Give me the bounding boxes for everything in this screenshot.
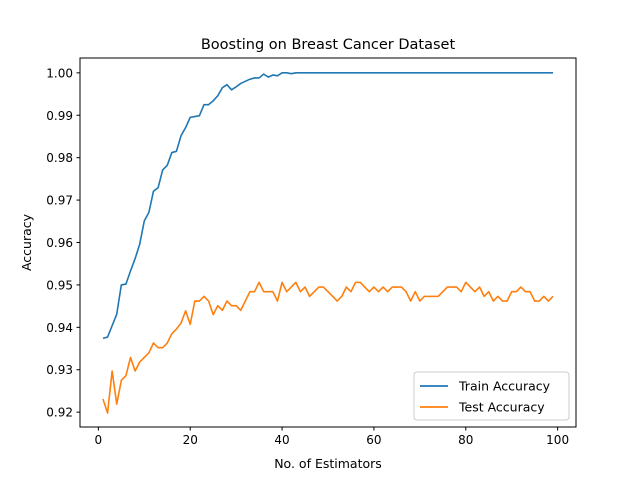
y-tick-label: 0.98 xyxy=(46,151,73,165)
x-tick-label: 20 xyxy=(183,433,198,447)
x-axis-ticks: 0 20 40 60 80 100 xyxy=(95,427,569,447)
series-line-test-accuracy xyxy=(102,281,554,414)
legend-label-train-accuracy: Train Accuracy xyxy=(458,379,551,394)
x-tick-label: 100 xyxy=(546,433,569,447)
y-tick-label: 0.97 xyxy=(46,194,73,208)
y-tick-label: 1.00 xyxy=(46,66,73,80)
legend-box xyxy=(413,371,570,421)
legend: Train Accuracy Test Accuracy xyxy=(413,371,570,421)
y-tick-label: 0.93 xyxy=(46,363,73,377)
y-tick-label: 0.95 xyxy=(46,278,73,292)
y-tick-label: 0.99 xyxy=(46,109,73,123)
legend-label-test-accuracy: Test Accuracy xyxy=(458,400,545,415)
x-tick-label: 40 xyxy=(274,433,289,447)
y-tick-label: 0.96 xyxy=(46,236,73,250)
y-tick-label: 0.92 xyxy=(46,406,73,420)
chart-title: Boosting on Breast Cancer Dataset xyxy=(201,37,456,53)
y-axis-label: Accuracy xyxy=(19,213,34,271)
series-layer xyxy=(102,72,554,414)
y-axis-ticks: 0.92 0.93 0.94 0.95 0.96 0.97 0.98 0.99 1.00 xyxy=(46,66,80,420)
y-tick-label: 0.94 xyxy=(46,321,73,335)
x-tick-label: 0 xyxy=(95,433,103,447)
x-tick-label: 80 xyxy=(458,433,473,447)
series-line-train-accuracy xyxy=(102,72,554,340)
x-axis-label: No. of Estimators xyxy=(274,456,382,471)
x-tick-label: 60 xyxy=(366,433,381,447)
